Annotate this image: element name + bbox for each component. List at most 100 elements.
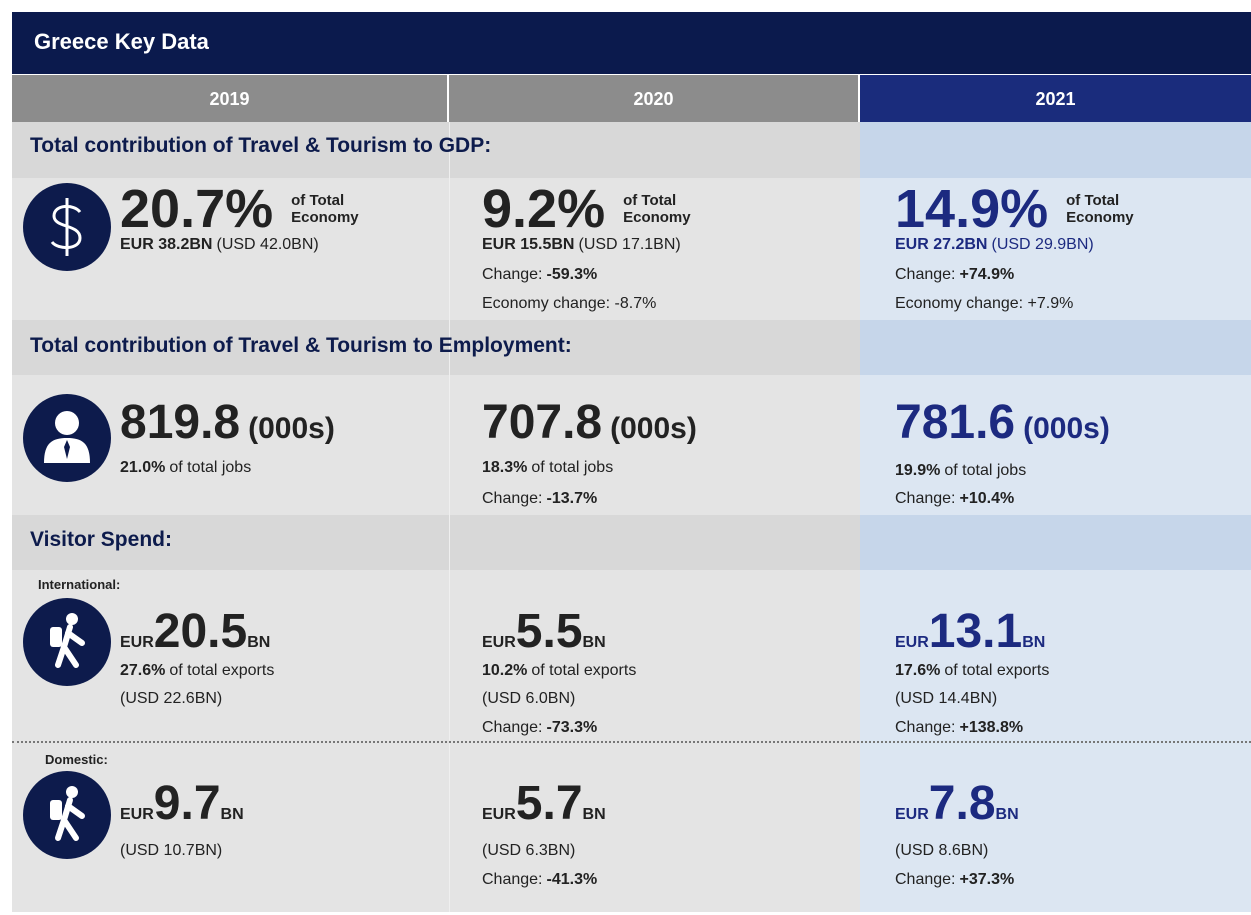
text: BN xyxy=(1022,634,1046,651)
text: (000s) xyxy=(248,412,335,445)
icon xyxy=(23,771,111,859)
section-band xyxy=(12,178,860,320)
text: BN xyxy=(995,806,1019,823)
employment-value: 781.6 (000s) xyxy=(895,396,1110,450)
text: (USD 10.7BN) xyxy=(120,842,223,859)
text: +138.8% xyxy=(959,719,1024,736)
section-band xyxy=(12,320,860,375)
gdp-value: 20.7% of Total Economy xyxy=(120,182,371,236)
section-band xyxy=(860,515,1251,570)
employment-share: 18.3% of total jobs xyxy=(482,459,613,477)
text: 707.8 xyxy=(482,396,603,449)
text: EUR xyxy=(120,634,154,651)
employment-value: 819.8 (000s) xyxy=(120,396,335,450)
section-band xyxy=(12,122,860,178)
spend-share: 17.6% of total exports xyxy=(895,662,1049,680)
title: Greece Key Data xyxy=(34,29,209,54)
note: of Total Economy xyxy=(623,192,691,226)
text: 27.6% xyxy=(120,662,166,679)
spend-share: 10.2% of total exports xyxy=(482,662,636,680)
text: 19.9% xyxy=(895,462,941,479)
text: EUR 15.5BN xyxy=(482,236,575,253)
year-label: 2021 xyxy=(1035,89,1076,109)
text: 819.8 xyxy=(120,396,241,449)
icon xyxy=(23,183,111,271)
spend-usd: (USD 10.7BN) xyxy=(120,842,222,860)
text: EUR xyxy=(895,806,929,823)
spend-change: Change: +138.8% xyxy=(895,719,1023,737)
section-heading: Total contribution of Travel & Tourism t… xyxy=(30,334,572,357)
text: of total exports xyxy=(944,662,1050,679)
gdp-change: Change: -59.3% xyxy=(482,266,597,284)
spend-value: EUR5.7BN xyxy=(482,778,606,830)
text: -13.7% xyxy=(546,490,598,507)
text: +10.4% xyxy=(959,490,1015,507)
icon xyxy=(23,598,111,686)
text: 14.9% xyxy=(895,179,1049,239)
text: Change: xyxy=(482,266,543,283)
text: 10.2% xyxy=(482,662,528,679)
text: (000s) xyxy=(1023,412,1110,445)
text: Economy change: -8.7% xyxy=(482,295,657,312)
spend-value: EUR7.8BN xyxy=(895,778,1019,830)
gdp-value: 9.2% of Total Economy xyxy=(482,182,703,236)
section-band xyxy=(860,375,1251,515)
text: EUR xyxy=(895,634,929,651)
text: BN xyxy=(582,806,606,823)
sub-label: International: xyxy=(38,577,121,592)
icon xyxy=(23,394,111,482)
text: Change: xyxy=(895,266,956,283)
spend-usd: (USD 14.4BN) xyxy=(895,690,997,708)
text: +37.3% xyxy=(959,871,1015,888)
note: of Total Economy xyxy=(1066,192,1134,226)
text: 5.5 xyxy=(515,605,583,658)
text: Change: xyxy=(482,719,543,736)
text: of total jobs xyxy=(944,462,1027,479)
section-band xyxy=(12,375,860,515)
spend-usd: (USD 6.0BN) xyxy=(482,690,575,708)
text: +74.9% xyxy=(959,266,1015,283)
spend-usd: (USD 22.6BN) xyxy=(120,690,222,708)
section-band xyxy=(12,570,860,742)
text: Economy change: +7.9% xyxy=(895,295,1074,312)
text: BN xyxy=(220,806,244,823)
text: BN xyxy=(582,634,606,651)
text: (USD 8.6BN) xyxy=(895,842,989,859)
spend-value: EUR9.7BN xyxy=(120,778,244,830)
text: Change: xyxy=(895,871,956,888)
title-bar: Greece Key Data xyxy=(12,12,1251,74)
text: -59.3% xyxy=(546,266,598,283)
text: 9.7 xyxy=(153,777,221,830)
text: EUR 38.2BN xyxy=(120,236,213,253)
text: of total jobs xyxy=(531,459,614,476)
sub-label: Domestic: xyxy=(45,752,108,767)
text: (000s) xyxy=(610,412,697,445)
section-band xyxy=(12,515,860,570)
employment-value: 707.8 (000s) xyxy=(482,396,697,450)
text: of total jobs xyxy=(169,459,252,476)
section-band xyxy=(860,320,1251,375)
spend-change: Change: -41.3% xyxy=(482,871,597,889)
section-band xyxy=(860,178,1251,320)
text: 18.3% xyxy=(482,459,528,476)
note: of Total Economy xyxy=(291,192,359,226)
text: Change: xyxy=(482,490,543,507)
spend-change: Change: +37.3% xyxy=(895,871,1014,889)
text: 9.2% xyxy=(482,179,606,239)
year-header: 2021 xyxy=(860,75,1251,122)
text: 13.1 xyxy=(928,605,1023,658)
text: Change: xyxy=(482,871,543,888)
text: Change: xyxy=(895,490,956,507)
text: EUR xyxy=(482,806,516,823)
text: 781.6 xyxy=(895,396,1016,449)
spend-change: Change: -73.3% xyxy=(482,719,597,737)
spend-share: 27.6% of total exports xyxy=(120,662,274,680)
text: -73.3% xyxy=(546,719,598,736)
gdp-change: Change: +74.9% xyxy=(895,266,1014,284)
text: of total exports xyxy=(531,662,637,679)
text: (USD 42.0BN) xyxy=(216,236,319,253)
gdp-economy-change: Economy change: -8.7% xyxy=(482,295,656,313)
gdp-economy-change: Economy change: +7.9% xyxy=(895,295,1073,313)
column-divider xyxy=(449,122,450,912)
